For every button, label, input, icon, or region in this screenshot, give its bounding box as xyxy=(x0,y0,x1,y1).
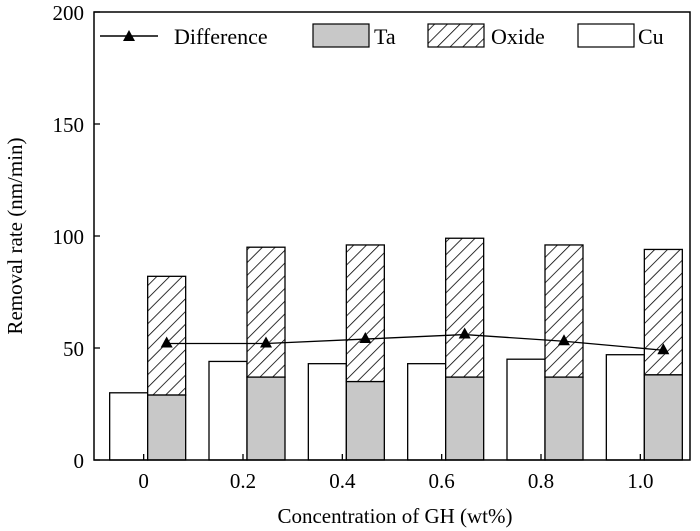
difference-point xyxy=(359,332,372,344)
y-tick-label: 100 xyxy=(53,225,85,249)
bar-ta xyxy=(345,380,385,461)
difference-point xyxy=(458,327,471,339)
difference-point xyxy=(558,334,570,346)
y-tick-label: 200 xyxy=(53,1,85,25)
legend-difference-marker xyxy=(123,30,135,41)
legend-ta-label: Ta xyxy=(374,24,396,49)
bar-oxide xyxy=(246,246,286,378)
legend-oxide-swatch xyxy=(427,23,485,48)
x-axis-label: Concentration of GH (wt%) xyxy=(277,504,512,528)
difference-line xyxy=(166,333,664,351)
x-tick-label: 0 xyxy=(138,469,149,493)
legend-difference-label: Difference xyxy=(174,24,268,49)
x-tick-label: 1.0 xyxy=(627,469,653,493)
x-axis-ticks: 0 0.2 0.4 0.6 0.8 1.0 xyxy=(138,454,653,493)
bar-ta xyxy=(445,376,485,461)
bar-ta xyxy=(544,376,584,461)
x-tick-label: 0.2 xyxy=(230,469,256,493)
bar-ta xyxy=(643,374,683,461)
bar-cu xyxy=(208,360,248,461)
bar-oxide xyxy=(643,248,683,376)
legend-cu-swatch xyxy=(577,23,635,48)
bar-oxide xyxy=(544,244,584,378)
bar-oxide xyxy=(345,244,385,383)
bar-ta xyxy=(246,376,286,461)
x-tick-label: 0.8 xyxy=(528,469,554,493)
bar-oxide xyxy=(147,275,187,396)
y-axis-label: Removal rate (nm/min) xyxy=(3,137,27,334)
bar-cu xyxy=(506,358,546,461)
bar-cu xyxy=(109,392,149,461)
bar-cu xyxy=(307,363,347,461)
difference-line-layer xyxy=(160,327,670,355)
difference-point xyxy=(160,336,173,348)
x-tick-label: 0.4 xyxy=(329,469,356,493)
y-tick-label: 50 xyxy=(63,337,84,361)
legend-cu-label: Cu xyxy=(638,24,664,49)
y-tick-label: 150 xyxy=(53,113,85,137)
x-tick-label: 0.6 xyxy=(429,469,455,493)
bar-cu xyxy=(605,354,645,461)
difference-point xyxy=(657,343,670,355)
bar-cu xyxy=(407,363,447,461)
legend: Difference Ta Oxide Cu xyxy=(100,23,664,49)
difference-point xyxy=(260,336,272,348)
legend-ta-swatch xyxy=(312,23,370,48)
bar-oxide xyxy=(445,237,485,378)
bars-layer xyxy=(109,237,683,461)
y-tick-label: 0 xyxy=(74,449,85,473)
legend-oxide-label: Oxide xyxy=(491,24,545,49)
bar-ta xyxy=(147,394,187,461)
y-axis-ticks: 0 50 100 150 200 xyxy=(53,1,100,473)
